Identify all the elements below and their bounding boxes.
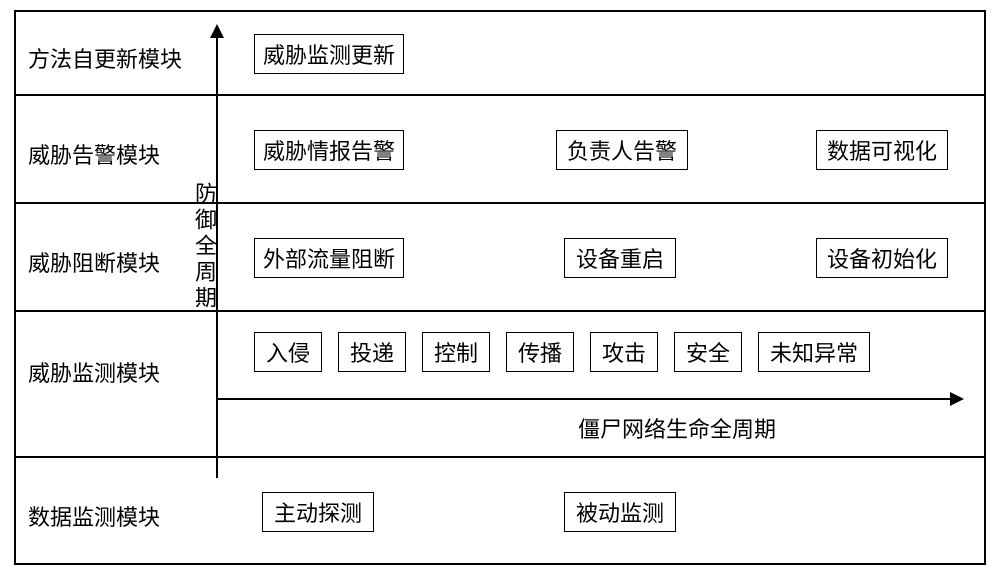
box-security: 安全 xyxy=(674,332,742,372)
box-intrusion: 入侵 xyxy=(254,332,322,372)
horizontal-axis-label: 僵尸网络生命全周期 xyxy=(572,412,782,444)
box-propagation: 传播 xyxy=(506,332,574,372)
row-2-label: 威胁阻断模块 xyxy=(28,246,160,278)
box-data-visualization: 数据可视化 xyxy=(816,130,948,170)
box-control: 控制 xyxy=(422,332,490,372)
row-3-label: 威胁监测模块 xyxy=(28,356,160,388)
box-passive-monitor: 被动监测 xyxy=(564,492,676,532)
box-unknown-anomaly: 未知异常 xyxy=(758,332,870,372)
box-responsible-alert: 负责人告警 xyxy=(556,130,688,170)
box-threat-monitor-update: 威胁监测更新 xyxy=(254,34,404,74)
vertical-axis-label: 防御全周期 xyxy=(188,182,220,312)
box-attack: 攻击 xyxy=(590,332,658,372)
box-device-reboot: 设备重启 xyxy=(564,238,676,278)
box-active-probe: 主动探测 xyxy=(262,492,374,532)
box-external-traffic-block: 外部流量阻断 xyxy=(254,238,404,278)
box-delivery: 投递 xyxy=(338,332,406,372)
box-device-init: 设备初始化 xyxy=(816,238,948,278)
box-threat-intel-alert: 威胁情报告警 xyxy=(254,130,404,170)
row-1-label: 威胁告警模块 xyxy=(28,138,160,170)
row-0: 方法自更新模块 xyxy=(16,12,984,96)
row-0-label: 方法自更新模块 xyxy=(28,42,182,74)
diagram-frame: 方法自更新模块 威胁告警模块 威胁阻断模块 威胁监测模块 数据监测模块 防御全周… xyxy=(14,10,986,565)
row-4: 数据监测模块 xyxy=(16,458,984,567)
horizontal-axis-arrow xyxy=(216,398,952,400)
row-4-label: 数据监测模块 xyxy=(28,500,160,532)
